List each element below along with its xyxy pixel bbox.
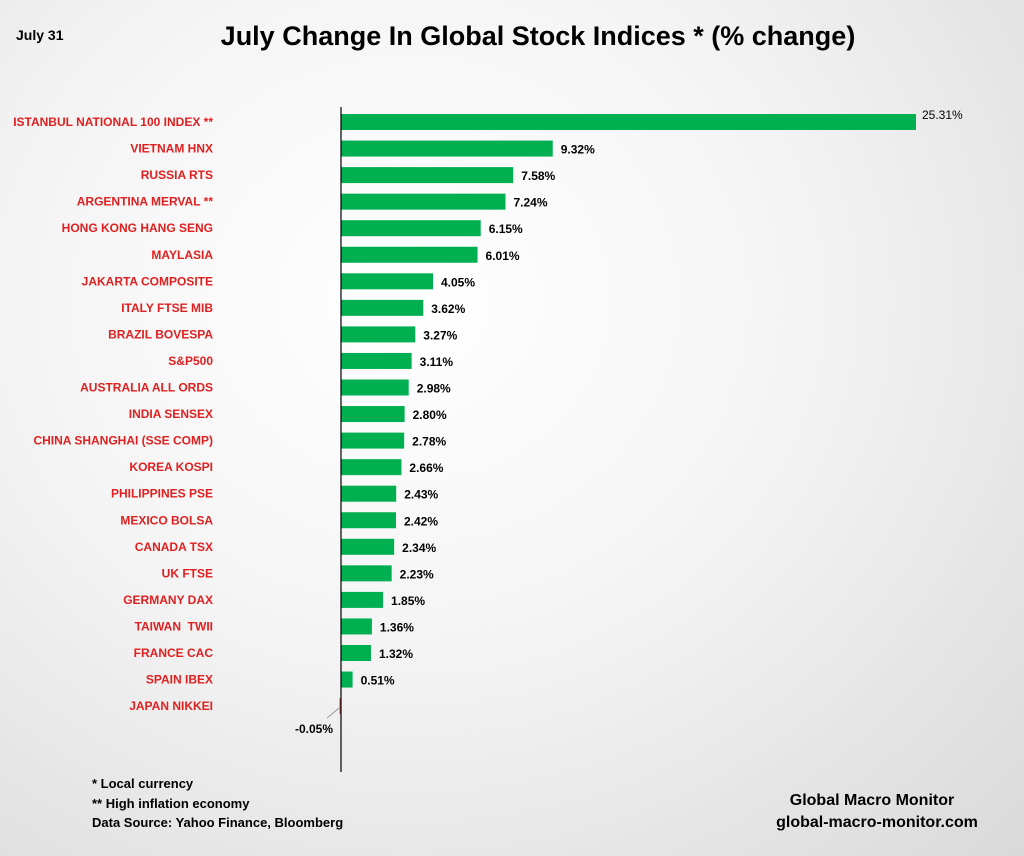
value-label: 3.11% bbox=[420, 355, 454, 369]
category-label: S&P500 bbox=[168, 354, 213, 368]
value-label: 3.62% bbox=[431, 302, 465, 316]
bar bbox=[341, 140, 553, 157]
category-label: JAPAN NIKKEI bbox=[129, 699, 213, 713]
category-label: ISTANBUL NATIONAL 100 INDEX ** bbox=[13, 115, 213, 129]
bar bbox=[341, 273, 434, 290]
bar bbox=[341, 220, 481, 237]
category-labels: ISTANBUL NATIONAL 100 INDEX ** VIETNAM HN… bbox=[13, 115, 213, 713]
value-label: 2.66% bbox=[409, 461, 443, 475]
value-label: 2.78% bbox=[412, 435, 446, 449]
value-label: 2.34% bbox=[402, 541, 436, 555]
bar bbox=[341, 193, 506, 210]
category-label: KOREA KOSPI bbox=[129, 460, 213, 474]
category-label: FRANCE CAC bbox=[134, 646, 214, 660]
note-data-source: Data Source: Yahoo Finance, Bloomberg bbox=[92, 815, 343, 830]
category-label: ITALY FTSE MIB bbox=[121, 301, 213, 315]
value-label: 2.23% bbox=[400, 567, 434, 581]
category-label: TAIWAN TWII bbox=[135, 619, 213, 633]
bar bbox=[341, 379, 409, 396]
value-label: 6.15% bbox=[489, 222, 523, 236]
value-label: 1.85% bbox=[391, 594, 425, 608]
category-label: MEXICO BOLSA bbox=[120, 513, 213, 527]
value-label: 1.32% bbox=[379, 647, 413, 661]
category-label: CHINA SHANGHAI (SSE COMP) bbox=[33, 434, 213, 448]
bar bbox=[341, 326, 416, 343]
category-label: UK FTSE bbox=[162, 566, 213, 580]
bar bbox=[341, 565, 392, 582]
bar bbox=[339, 698, 341, 715]
bar bbox=[341, 432, 405, 449]
category-label: GERMANY DAX bbox=[123, 593, 213, 607]
value-label: 9.32% bbox=[561, 143, 595, 157]
category-label: JAKARTA COMPOSITE bbox=[82, 274, 213, 288]
category-label: HONG KONG HANG SENG bbox=[62, 221, 213, 235]
category-label: PHILIPPINES PSE bbox=[111, 487, 213, 501]
category-label: INDIA SENSEX bbox=[129, 407, 213, 421]
leader-line bbox=[326, 707, 340, 719]
value-label: 25.31% bbox=[922, 108, 963, 122]
bar bbox=[341, 167, 514, 184]
category-label: CANADA TSX bbox=[135, 540, 213, 554]
value-label: 4.05% bbox=[441, 275, 475, 289]
category-label: SPAIN IBEX bbox=[146, 673, 213, 687]
bar bbox=[341, 512, 396, 529]
date-label: July 31 bbox=[16, 27, 64, 43]
value-label: 6.01% bbox=[486, 249, 520, 263]
bar bbox=[341, 246, 478, 263]
bar bbox=[341, 645, 371, 661]
bar bbox=[341, 485, 397, 502]
value-label: 1.36% bbox=[380, 620, 414, 634]
bar bbox=[341, 459, 402, 476]
category-label: MAYLASIA bbox=[151, 248, 213, 262]
value-label: 2.98% bbox=[417, 382, 451, 396]
bar bbox=[341, 671, 353, 688]
bar bbox=[341, 538, 395, 555]
note-local-currency: * Local currency bbox=[92, 776, 194, 791]
category-label: BRAZIL BOVESPA bbox=[108, 327, 213, 341]
category-label: VIETNAM HNX bbox=[130, 142, 213, 156]
bar bbox=[341, 406, 405, 423]
brand-site: global-macro-monitor.com bbox=[776, 814, 978, 831]
category-label: AUSTRALIA ALL ORDS bbox=[80, 381, 213, 395]
value-label: 0.51% bbox=[361, 674, 395, 688]
note-high-inflation: ** High inflation economy bbox=[92, 796, 250, 811]
bar bbox=[341, 114, 916, 130]
category-label: RUSSIA RTS bbox=[141, 168, 213, 182]
bar bbox=[341, 618, 372, 635]
bars-layer bbox=[326, 114, 916, 719]
brand-name: Global Macro Monitor bbox=[790, 792, 954, 809]
value-labels: 25.31% 9.32% 7.58% 7.24% 6.15% 6.01% 4.05% 3.62… bbox=[295, 108, 963, 736]
value-label: -0.05% bbox=[295, 722, 333, 736]
bar bbox=[341, 299, 424, 316]
bar bbox=[341, 591, 384, 608]
bar bbox=[341, 352, 412, 369]
value-label: 2.42% bbox=[404, 514, 438, 528]
value-label: 7.58% bbox=[521, 169, 555, 183]
value-label: 2.43% bbox=[404, 488, 438, 502]
chart-title: July Change In Global Stock Indices * (%… bbox=[221, 21, 856, 51]
category-label: ARGENTINA MERVAL ** bbox=[77, 195, 214, 209]
value-label: 2.80% bbox=[413, 408, 447, 422]
value-label: 3.27% bbox=[423, 328, 457, 342]
value-label: 7.24% bbox=[513, 196, 547, 210]
